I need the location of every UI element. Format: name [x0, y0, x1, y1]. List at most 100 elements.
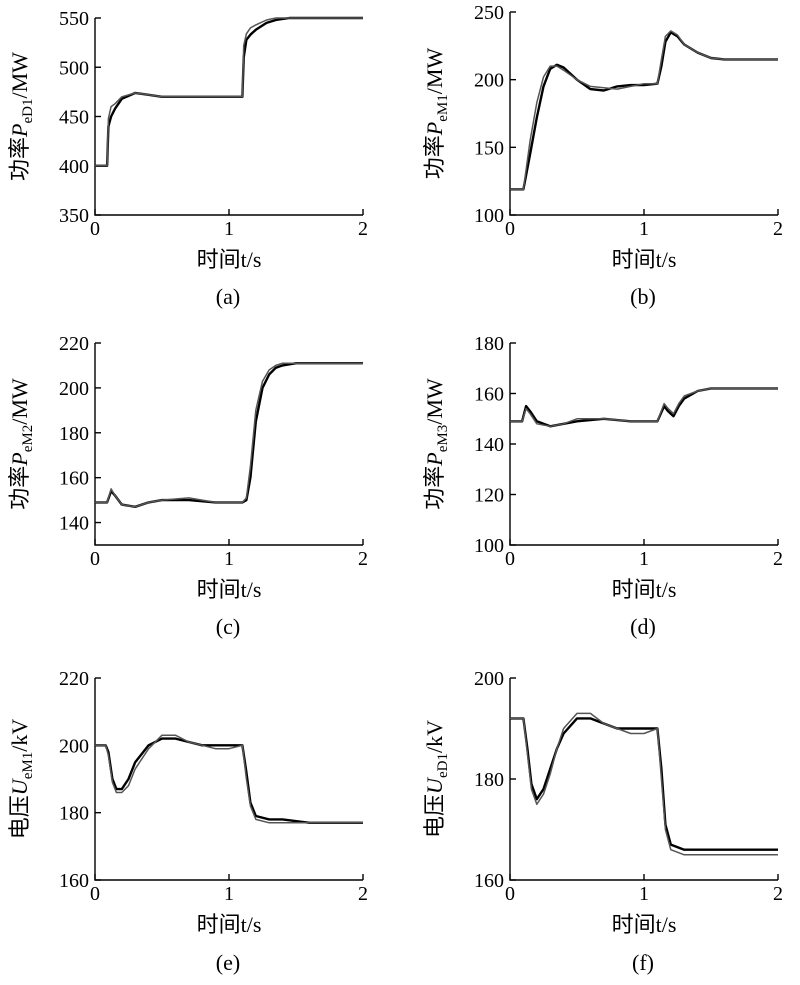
x-axis-title: 时间t/s — [612, 912, 677, 937]
x-tick-label: 1 — [224, 548, 234, 570]
axes-frame — [509, 12, 778, 216]
y-tick-label: 400 — [59, 156, 89, 178]
y-axis-title-symbol: U — [422, 776, 447, 794]
series-line-0 — [510, 31, 778, 191]
y-axis-title-prefix: 功率 — [422, 135, 447, 179]
y-tick-label: 250 — [474, 2, 504, 24]
x-axis-title: 时间t/s — [612, 577, 677, 602]
panel-caption: (c) — [216, 614, 240, 639]
y-tick-label: 200 — [474, 668, 504, 690]
y-axis-title: 功率PeM3/MW — [422, 378, 451, 510]
series-line-0 — [95, 362, 363, 508]
x-tick-label: 1 — [224, 218, 234, 240]
x-tick-label: 2 — [773, 218, 783, 240]
x-tick-label: 2 — [358, 218, 368, 240]
y-axis-title: 电压UeM1/kV — [7, 719, 36, 840]
series-line-1 — [510, 712, 778, 856]
y-tick-label: 180 — [474, 769, 504, 791]
y-axis-title-unit: /MW — [7, 52, 32, 99]
y-axis-title-symbol: U — [7, 777, 32, 795]
y-tick-label: 180 — [474, 333, 504, 355]
panel-caption: (a) — [216, 284, 240, 309]
y-tick-label: 200 — [59, 735, 89, 757]
series-line-1 — [510, 30, 778, 191]
y-tick-label: 500 — [59, 57, 89, 79]
y-axis-title-prefix: 电压 — [422, 794, 447, 838]
y-tick-label: 120 — [474, 485, 504, 507]
y-tick-label: 450 — [59, 107, 89, 129]
series-line-0 — [95, 737, 363, 824]
y-axis-title-symbol: P — [7, 123, 32, 137]
series-line-1 — [95, 17, 363, 167]
y-tick-label: 160 — [474, 870, 504, 892]
y-axis-title: 功率PeM2/MW — [7, 378, 36, 510]
chart-panel-4: 0 1 2 160 180 200 220 时间t/s 电压UeM1/kV (e) — [7, 668, 368, 975]
y-tick-label: 550 — [59, 8, 89, 30]
panel-caption: (d) — [630, 614, 656, 639]
panel-caption: (f) — [632, 950, 654, 975]
y-axis-title: 功率PeM1/MW — [422, 48, 451, 180]
x-tick-label: 2 — [773, 883, 783, 905]
chart-panel-1: 0 1 2 100 150 200 250 时间t/s 功率PeM1/MW (b) — [422, 2, 783, 309]
y-tick-label: 160 — [474, 384, 504, 406]
chart-panel-5: 0 1 2 160 180 200 时间t/s 电压UeD1/kV (f) — [422, 668, 783, 975]
y-tick-label: 220 — [59, 668, 89, 690]
y-axis-title-unit: /MW — [422, 378, 447, 425]
y-axis-title-subscript: eM3 — [435, 425, 451, 453]
y-tick-label: 100 — [474, 205, 504, 227]
x-tick-label: 1 — [639, 883, 649, 905]
x-tick-label: 1 — [639, 548, 649, 570]
axes-frame — [94, 343, 363, 546]
y-tick-label: 350 — [59, 205, 89, 227]
x-tick-label: 1 — [639, 218, 649, 240]
y-axis-title: 电压UeD1/kV — [422, 720, 451, 838]
x-tick-label: 0 — [90, 883, 100, 905]
axes-frame — [94, 18, 363, 216]
y-tick-label: 200 — [59, 378, 89, 400]
y-axis-title-prefix: 电压 — [7, 795, 32, 839]
y-axis-title-unit: /kV — [7, 719, 32, 752]
y-axis-title-subscript: eM2 — [20, 425, 36, 453]
y-axis-title-prefix: 功率 — [422, 466, 447, 510]
y-tick-label: 160 — [59, 468, 89, 490]
y-tick-label: 220 — [59, 333, 89, 355]
x-tick-label: 1 — [224, 883, 234, 905]
y-axis-title-prefix: 功率 — [7, 137, 32, 181]
axes-frame — [94, 678, 363, 881]
y-tick-label: 140 — [59, 513, 89, 535]
series-line-0 — [510, 717, 778, 851]
series-line-1 — [95, 362, 363, 508]
series-line-1 — [510, 387, 778, 428]
y-tick-label: 180 — [59, 423, 89, 445]
x-axis-title: 时间t/s — [197, 247, 262, 272]
chart-panel-3: 0 1 2 100 120 140 160 180 时间t/s 功率PeM3/MW (d) — [422, 333, 783, 639]
x-tick-label: 0 — [505, 548, 515, 570]
y-axis-title-subscript: eM1 — [20, 752, 36, 780]
y-tick-label: 140 — [474, 434, 504, 456]
y-tick-label: 180 — [59, 803, 89, 825]
panel-caption: (b) — [630, 284, 656, 309]
chart-panel-2: 0 1 2 140 160 180 200 220 时间t/s 功率PeM2/MW (c) — [7, 333, 368, 639]
x-axis-title: 时间t/s — [612, 247, 677, 272]
y-axis-title-subscript: eM1 — [435, 94, 451, 122]
y-axis-title-subscript: eD1 — [435, 753, 451, 778]
y-axis-title-symbol: P — [7, 452, 32, 466]
x-tick-label: 2 — [358, 883, 368, 905]
y-axis-title-subscript: eD1 — [20, 98, 36, 123]
x-tick-label: 0 — [505, 218, 515, 240]
axes-frame — [509, 343, 778, 546]
y-tick-label: 160 — [59, 870, 89, 892]
x-tick-label: 0 — [505, 883, 515, 905]
y-axis-title-unit: /MW — [7, 378, 32, 425]
y-axis-title-prefix: 功率 — [7, 466, 32, 510]
y-tick-label: 200 — [474, 70, 504, 92]
y-axis-title: 功率PeD1/MW — [7, 52, 36, 181]
y-tick-label: 100 — [474, 535, 504, 557]
series-line-1 — [95, 734, 363, 824]
x-tick-label: 0 — [90, 548, 100, 570]
x-axis-title: 时间t/s — [197, 912, 262, 937]
y-axis-title-unit: /kV — [422, 720, 447, 753]
y-axis-title-unit: /MW — [422, 48, 447, 95]
panel-caption: (e) — [216, 950, 240, 975]
